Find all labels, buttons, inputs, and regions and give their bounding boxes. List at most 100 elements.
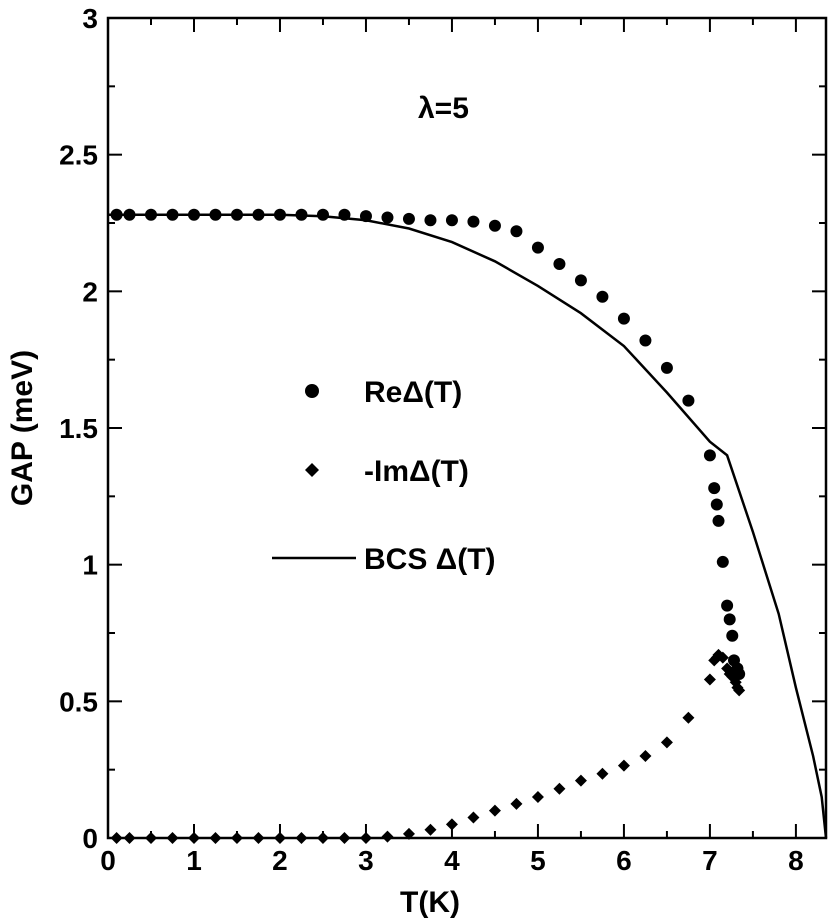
axis-ticks (107, 17, 826, 839)
x-tick-label: 5 (530, 845, 546, 876)
im-delta-point (424, 823, 437, 836)
re-delta-point (273, 208, 286, 221)
re-delta-point (712, 514, 725, 527)
chart-annotation: λ=5 (418, 92, 469, 125)
re-delta-point (716, 555, 729, 568)
plot-frame (106, 16, 828, 840)
re-delta-point (553, 258, 566, 270)
im-delta-point (166, 832, 179, 844)
re-delta-point (596, 290, 609, 303)
im-delta-point (402, 827, 415, 840)
legend-label-im: -ImΔ(T) (364, 455, 469, 488)
im-delta-point (682, 711, 695, 724)
re-delta-point (660, 361, 673, 374)
re-delta-point (252, 208, 265, 221)
y-tick-label: 0.5 (59, 686, 98, 717)
im-delta-point (123, 832, 136, 844)
im-delta-points (110, 648, 746, 844)
im-delta-point (110, 832, 123, 844)
re-delta-point (230, 208, 243, 221)
y-tick-label: 2 (82, 276, 98, 307)
im-delta-point (553, 782, 566, 795)
re-delta-point (721, 599, 734, 612)
im-delta-point (596, 767, 609, 780)
re-delta-point (424, 214, 437, 227)
legend-marker-re (305, 384, 319, 398)
legend-label-bcs: BCS Δ(T) (364, 543, 496, 576)
legend-marker-im (305, 463, 319, 477)
im-delta-point (273, 832, 286, 844)
y-axis-title: GAP (meV) (6, 350, 39, 506)
im-delta-point (703, 673, 716, 686)
re-delta-point (402, 212, 415, 225)
re-delta-point (187, 208, 200, 221)
re-delta-point (726, 629, 739, 642)
im-delta-point (338, 832, 351, 844)
im-delta-point (359, 832, 372, 844)
im-delta-point (445, 818, 458, 831)
re-delta-point (359, 210, 372, 223)
re-delta-point (488, 219, 501, 232)
axis-tick-labels: 0 1 2 3 4 5 6 7 8 0 0.5 1 1.5 2 2.5 3 (59, 3, 804, 876)
im-delta-point (617, 759, 630, 772)
x-tick-label: 1 (186, 845, 202, 876)
im-delta-point (510, 797, 523, 810)
re-delta-point (703, 449, 716, 462)
im-delta-point (531, 791, 544, 803)
re-delta-point (510, 225, 523, 238)
re-delta-point (123, 208, 136, 221)
im-delta-point (467, 811, 480, 824)
re-delta-point (295, 208, 308, 221)
re-delta-point (710, 498, 723, 511)
re-delta-point (723, 613, 736, 626)
bcs-line (108, 213, 828, 839)
im-delta-point (716, 651, 729, 664)
re-delta-point (445, 214, 458, 227)
re-delta-point (467, 215, 480, 228)
re-delta-point (682, 394, 695, 407)
im-delta-point (488, 804, 501, 817)
legend-label-re: ReΔ(T) (364, 376, 462, 409)
re-delta-point (209, 208, 222, 221)
re-delta-point (574, 274, 587, 287)
x-tick-label: 4 (444, 845, 460, 876)
y-tick-label: 3 (82, 3, 98, 34)
im-delta-point (316, 832, 329, 844)
re-delta-point (531, 241, 544, 254)
im-delta-point (733, 684, 746, 697)
re-delta-points (110, 208, 746, 680)
x-tick-label: 6 (616, 845, 632, 876)
re-delta-point (144, 208, 157, 221)
y-tick-label: 1 (82, 550, 98, 581)
re-delta-point (381, 211, 394, 224)
im-delta-point (209, 832, 222, 844)
y-tick-label: 1.5 (59, 413, 98, 444)
re-delta-point (617, 312, 630, 325)
x-tick-label: 2 (272, 845, 288, 876)
y-tick-label: 0 (82, 823, 98, 854)
legend: ReΔ(T) -ImΔ(T) BCS Δ(T) (272, 376, 496, 576)
im-delta-point (660, 736, 673, 749)
x-tick-label: 0 (100, 845, 116, 876)
im-delta-point (187, 832, 200, 844)
x-tick-label: 7 (702, 845, 718, 876)
x-tick-label: 8 (788, 845, 804, 876)
re-delta-point (316, 208, 329, 221)
re-delta-point (166, 208, 179, 221)
im-delta-point (639, 750, 652, 762)
re-delta-point (338, 208, 351, 221)
im-delta-point (230, 832, 243, 844)
re-delta-point (110, 208, 123, 221)
y-tick-label: 2.5 (59, 140, 98, 171)
bcs-line-group (108, 213, 828, 839)
re-delta-point (708, 482, 721, 495)
im-delta-point (574, 774, 587, 787)
re-delta-point (639, 334, 652, 347)
im-delta-point (252, 832, 265, 844)
x-tick-label: 3 (358, 845, 374, 876)
im-delta-point (144, 832, 157, 844)
im-delta-point (295, 832, 308, 844)
im-delta-point (381, 830, 394, 843)
x-axis-title: T(K) (400, 886, 460, 919)
